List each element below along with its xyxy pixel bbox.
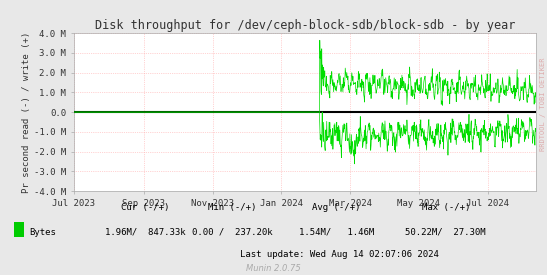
Title: Disk throughput for /dev/ceph-block-sdb/block-sdb - by year: Disk throughput for /dev/ceph-block-sdb/…	[95, 19, 515, 32]
Text: Cur (-/+): Cur (-/+)	[121, 203, 169, 212]
Text: Last update: Wed Aug 14 02:07:06 2024: Last update: Wed Aug 14 02:07:06 2024	[240, 250, 439, 259]
Text: 50.22M/  27.30M: 50.22M/ 27.30M	[405, 228, 486, 237]
Text: 0.00 /  237.20k: 0.00 / 237.20k	[192, 228, 273, 237]
Text: Avg (-/+): Avg (-/+)	[312, 203, 360, 212]
Text: Bytes: Bytes	[29, 228, 56, 237]
Y-axis label: Pr second read (-) / write (+): Pr second read (-) / write (+)	[22, 31, 31, 193]
Text: 1.54M/   1.46M: 1.54M/ 1.46M	[299, 228, 374, 237]
Text: Munin 2.0.75: Munin 2.0.75	[246, 265, 301, 273]
Text: Min (-/+): Min (-/+)	[208, 203, 257, 212]
Text: Max (-/+): Max (-/+)	[422, 203, 470, 212]
Text: 1.96M/  847.33k: 1.96M/ 847.33k	[104, 228, 185, 237]
Text: RRDTOOL / TOBI OETIKER: RRDTOOL / TOBI OETIKER	[540, 58, 546, 151]
